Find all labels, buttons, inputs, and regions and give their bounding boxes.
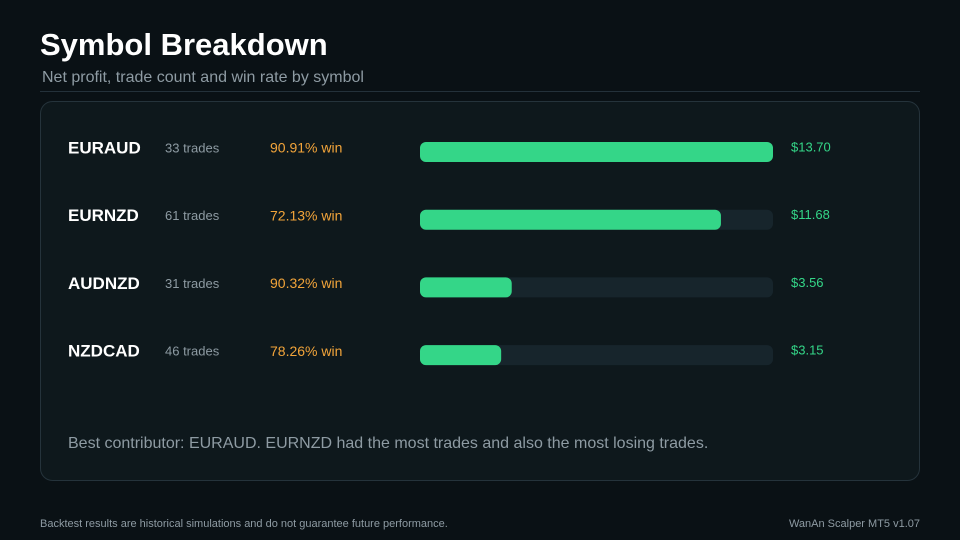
- trade-count: 31 trades: [165, 276, 220, 291]
- bar-track: [420, 345, 773, 366]
- profit-label: $11.68: [791, 207, 830, 222]
- subtitle: Net profit, trade count and win rate by …: [42, 69, 364, 86]
- win-rate: 90.32% win: [270, 275, 342, 291]
- trade-count: 61 trades: [165, 208, 220, 223]
- symbol-label: EURNZD: [68, 206, 139, 225]
- footer-version: WanAn Scalper MT5 v1.07: [789, 518, 920, 530]
- bar: [420, 277, 512, 298]
- trade-count: 46 trades: [165, 344, 220, 359]
- symbol-label: EURAUD: [68, 138, 141, 157]
- annotation: Best contributor: EURAUD. EURNZD had the…: [68, 435, 708, 452]
- profit-label: $13.70: [791, 139, 831, 154]
- footer-disclaimer: Backtest results are historical simulati…: [40, 518, 448, 530]
- symbol-label: NZDCAD: [68, 342, 140, 361]
- symbol-label: AUDNZD: [68, 274, 140, 293]
- profit-label: $3.56: [791, 275, 824, 290]
- profit-label: $3.15: [791, 343, 824, 358]
- bar: [420, 209, 721, 230]
- win-rate: 90.91% win: [270, 140, 342, 156]
- bar: [420, 142, 773, 162]
- trade-count: 33 trades: [165, 140, 220, 155]
- win-rate: 72.13% win: [270, 207, 342, 223]
- title: Symbol Breakdown: [40, 27, 328, 62]
- bar: [420, 345, 502, 366]
- win-rate: 78.26% win: [270, 343, 342, 359]
